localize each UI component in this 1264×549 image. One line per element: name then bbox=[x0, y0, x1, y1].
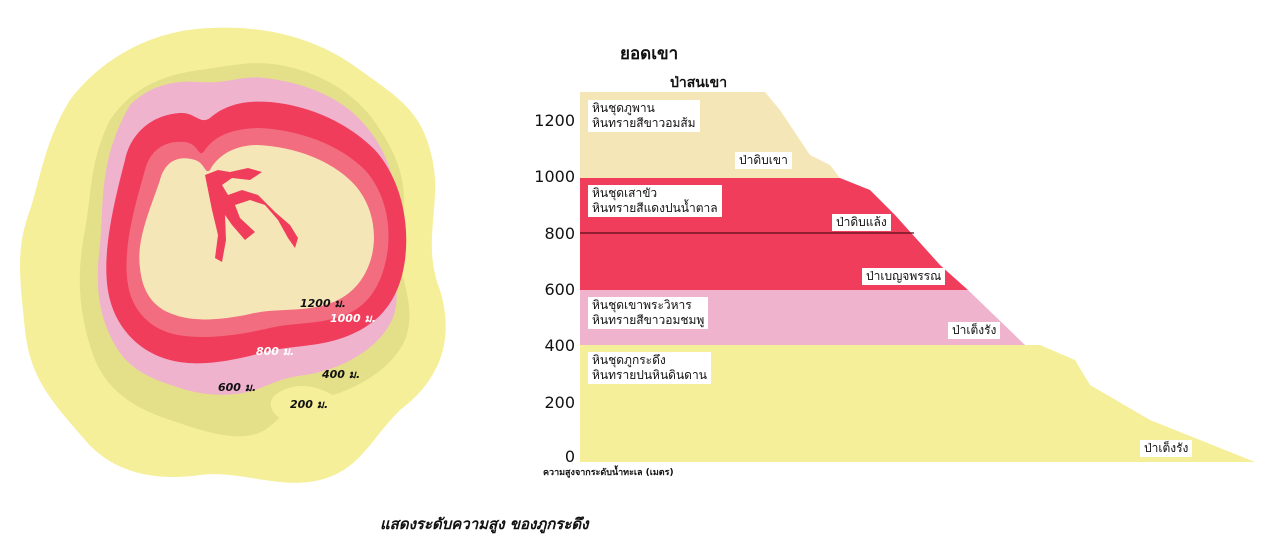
layer-name: หินชุดเขาพระวิหาร bbox=[592, 298, 692, 312]
contour-label-1200: 1200 ม. bbox=[300, 297, 346, 310]
forest-label-dipterocarp-upper: ป่าเต็งรัง bbox=[948, 322, 1001, 339]
forest-label-pine: ป่าสนเขา bbox=[670, 75, 728, 91]
figure-caption: แสดงระดับความสูง ของภูกระดึง bbox=[380, 515, 589, 533]
tick-label: 800 bbox=[544, 224, 575, 243]
forest-label-hill-evergreen: ป่าดิบเขา bbox=[735, 152, 792, 169]
contour-label-1000: 1000 ม. bbox=[330, 312, 376, 325]
forest-label-dipterocarp-lower: ป่าเต็งรัง bbox=[1140, 440, 1193, 457]
tick-label: 0 bbox=[564, 447, 575, 466]
tick-label: 200 bbox=[544, 393, 575, 412]
layer-label-phukradueng: หินชุดภูกระดึง หินทรายปนหินดินดาน bbox=[588, 352, 711, 384]
plateau-1200-zone bbox=[139, 145, 374, 320]
layer-name: หินชุดภูพาน bbox=[592, 101, 655, 115]
summit-label: ยอดเขา bbox=[620, 44, 679, 64]
tick-label: 1000 bbox=[534, 167, 575, 186]
tick-label: 600 bbox=[544, 280, 575, 299]
layer-desc: หินทรายสีขาวอมส้ม bbox=[592, 116, 696, 130]
layer-label-phrawihan: หินชุดเขาพระวิหาร หินทรายสีขาวอมชมพู bbox=[588, 297, 709, 329]
axis-caption: ความสูงจากระดับน้ำทะเล (เมตร) bbox=[543, 468, 674, 478]
forest-label-dry-evergreen: ป่าดิบแล้ง bbox=[832, 214, 891, 231]
contour-label-800: 800 ม. bbox=[256, 345, 295, 358]
layer-label-phuphan: หินชุดภูพาน หินทรายสีขาวอมส้ม bbox=[588, 100, 700, 132]
layer-desc: หินทรายปนหินดินดาน bbox=[592, 368, 707, 382]
contour-label-600: 600 ม. bbox=[218, 381, 257, 394]
notch-200 bbox=[270, 385, 340, 421]
contour-map bbox=[20, 27, 446, 483]
layer-name: หินชุดเสาขัว bbox=[592, 186, 658, 200]
layer-desc: หินทรายสีแดงปนน้ำตาล bbox=[592, 201, 718, 215]
tick-label: 1200 bbox=[534, 111, 575, 130]
layer-desc: หินทรายสีขาวอมชมพู bbox=[592, 313, 705, 327]
contour-label-400: 400 ม. bbox=[322, 368, 361, 381]
tick-label: 400 bbox=[544, 336, 575, 355]
layer-label-saokhua: หินชุดเสาขัว หินทรายสีแดงปนน้ำตาล bbox=[588, 185, 722, 217]
forest-label-mixed-deciduous: ป่าเบญจพรรณ bbox=[862, 268, 946, 285]
contour-label-200: 200 ม. bbox=[290, 398, 329, 411]
layer-name: หินชุดภูกระดึง bbox=[592, 353, 666, 367]
ridge-notch bbox=[205, 168, 298, 262]
